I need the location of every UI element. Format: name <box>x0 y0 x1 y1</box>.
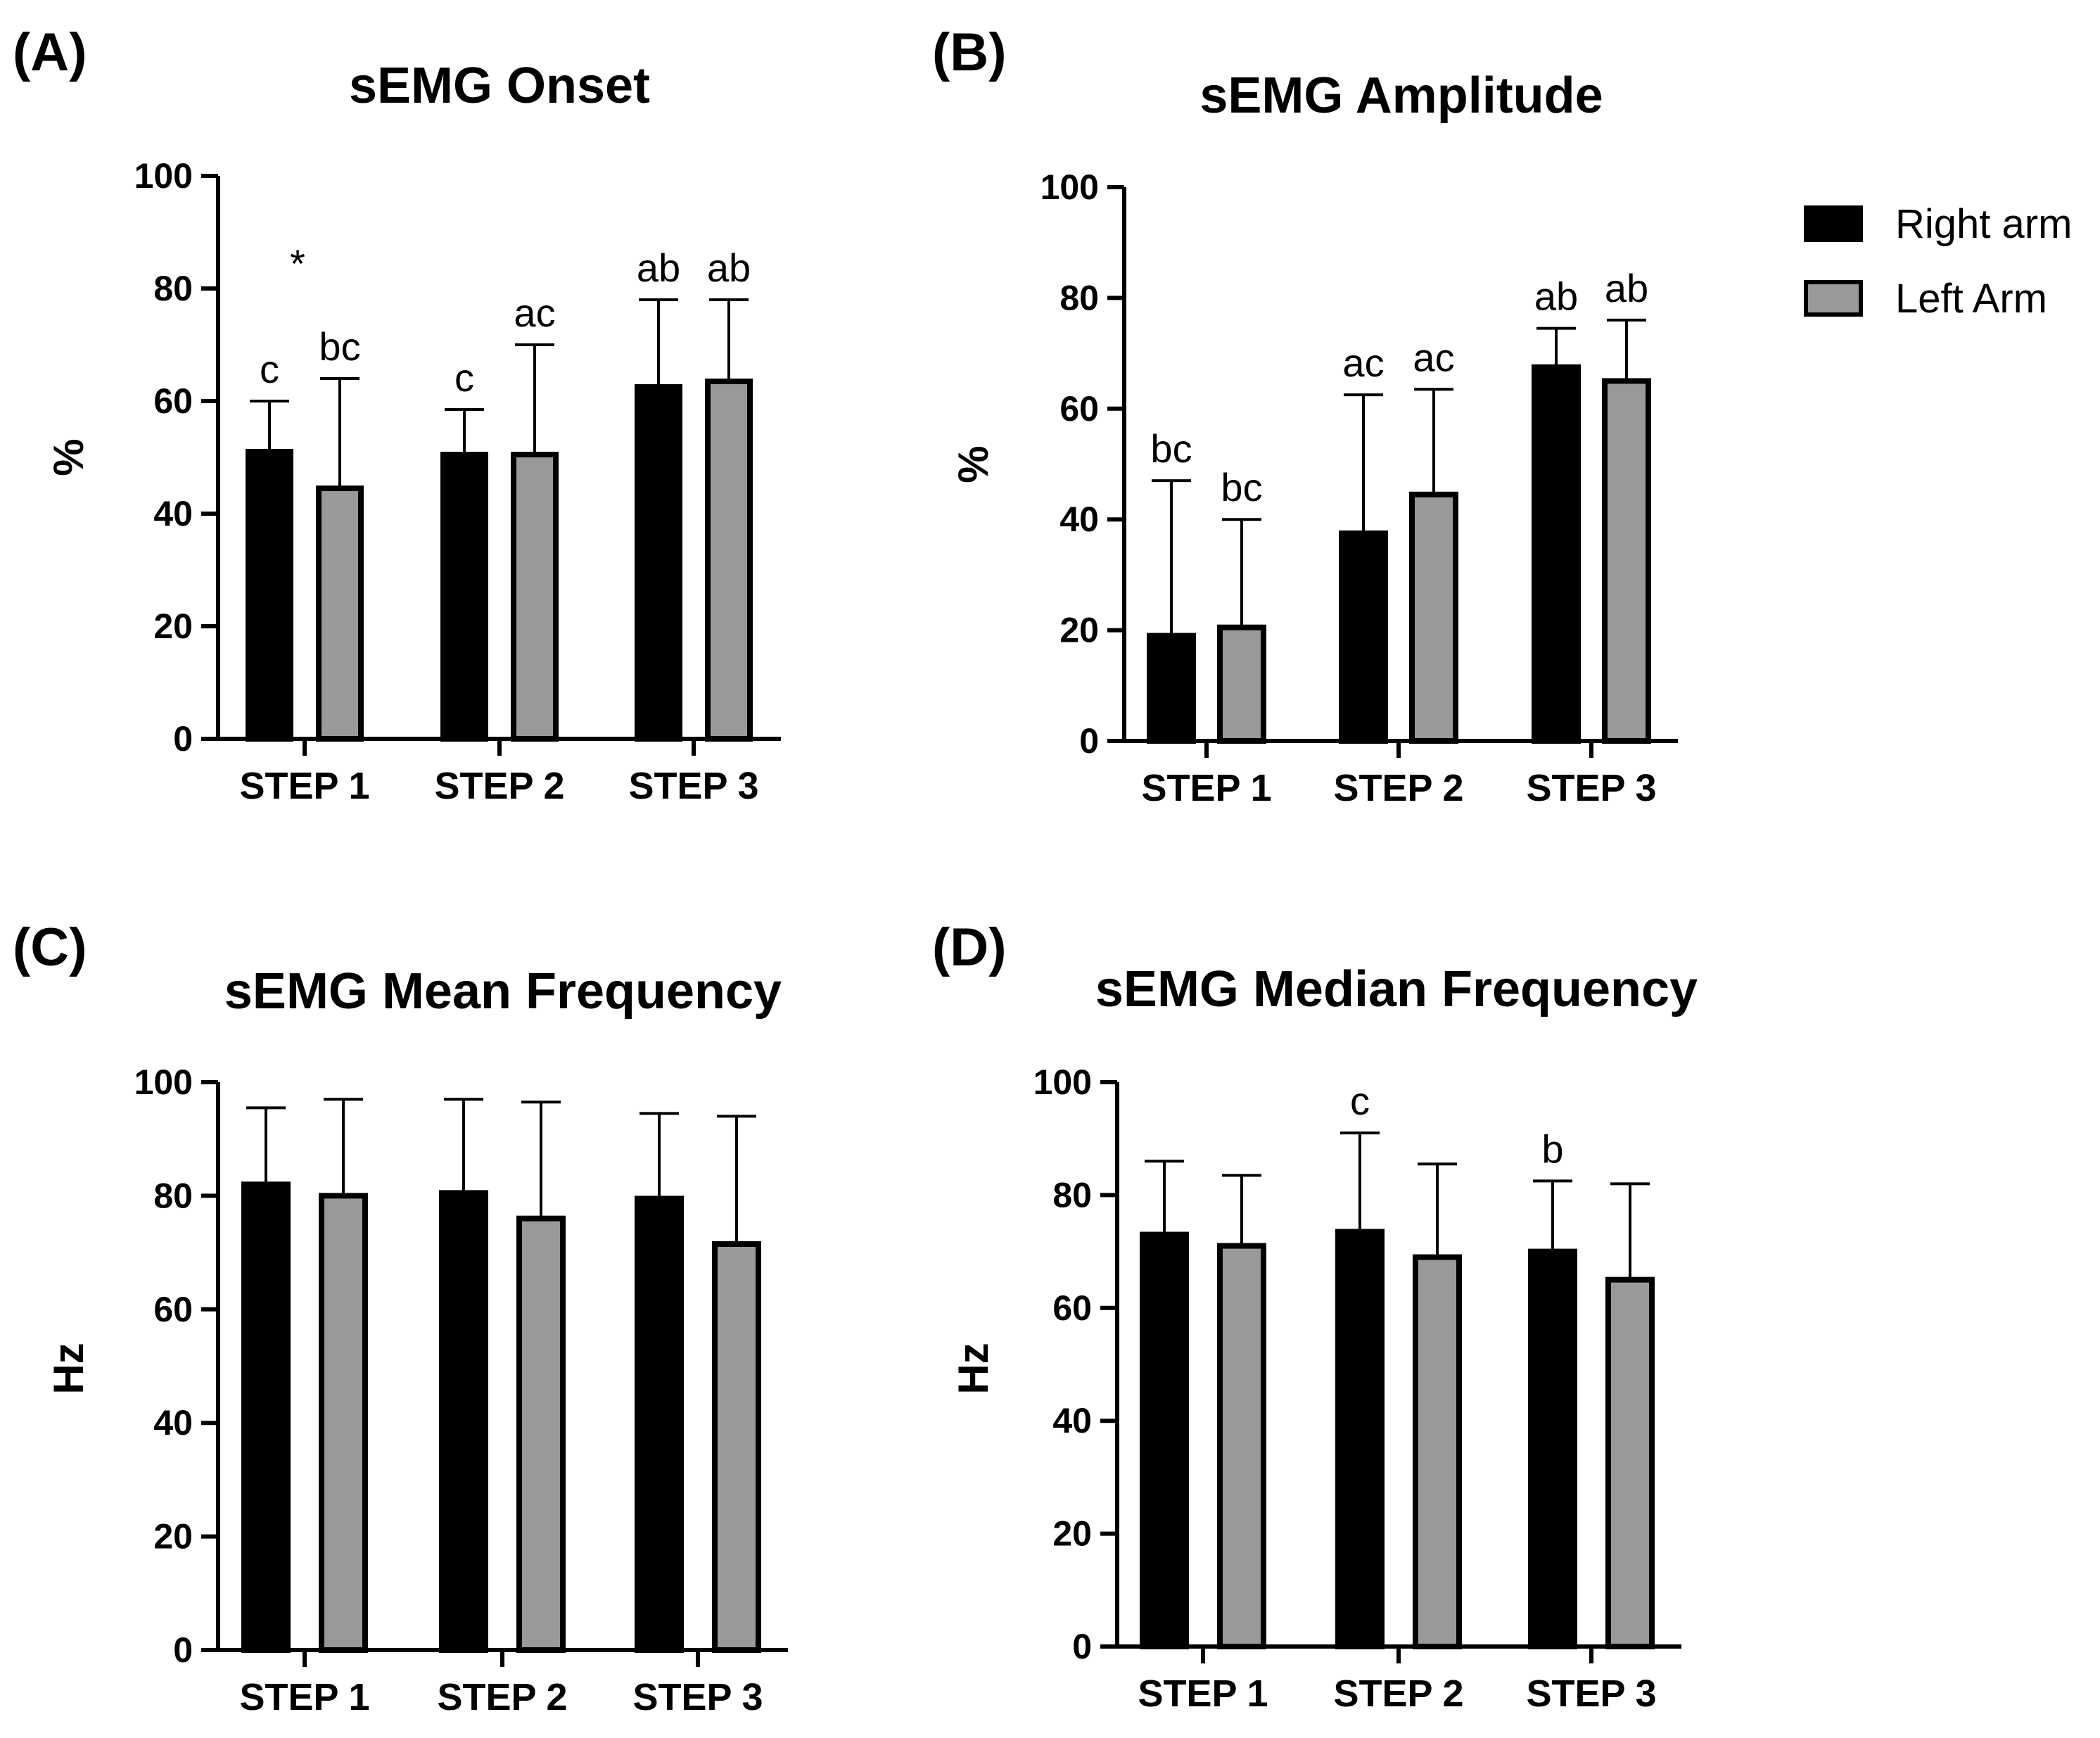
panel-tag: (A) <box>13 23 87 82</box>
y-tick-label: 20 <box>153 607 193 646</box>
bar-left-arm <box>511 452 559 742</box>
bar-right-arm <box>1339 530 1388 744</box>
y-axis-label: Hz <box>45 1343 92 1394</box>
significance-label: c <box>454 355 474 400</box>
y-tick-label: 60 <box>153 1290 193 1329</box>
bar-left-arm <box>1413 1254 1462 1649</box>
y-tick-label: 100 <box>134 1063 193 1102</box>
y-tick-label: 20 <box>153 1517 193 1556</box>
y-tick-label: 60 <box>1059 389 1099 429</box>
chart-panel: (D) sEMG Median Frequency Hz c b 0 20 40 60 80 100… <box>932 918 1698 1715</box>
chart-title: sEMG Onset <box>349 58 650 114</box>
y-tick-label: 100 <box>134 156 193 196</box>
significance-label: ac <box>514 291 555 335</box>
significance-label: bc <box>319 324 360 369</box>
significance-label: ab <box>637 246 680 290</box>
significance-label: ac <box>1413 335 1454 379</box>
bar-left-arm <box>516 1215 566 1654</box>
y-axis-label: Hz <box>950 1343 997 1394</box>
bar-right-arm <box>1528 1248 1577 1649</box>
bar-left-arm <box>705 379 753 742</box>
x-tick-label: STEP 1 <box>239 1676 369 1718</box>
bar-left-arm <box>712 1241 761 1653</box>
y-tick-label: 40 <box>1059 500 1099 539</box>
x-tick-label: STEP 1 <box>1141 767 1271 809</box>
bar-right-arm <box>1335 1229 1385 1649</box>
y-tick-label: 20 <box>1059 611 1099 650</box>
bar-left-arm <box>1217 624 1266 744</box>
x-tick-label: STEP 2 <box>437 1676 567 1718</box>
significance-label: b <box>1541 1127 1563 1171</box>
significance-label: ab <box>1605 266 1648 310</box>
y-tick-label: 40 <box>1052 1401 1092 1440</box>
significance-label: ab <box>707 246 751 290</box>
bar-left-arm <box>1605 1276 1655 1649</box>
chart-title: sEMG Amplitude <box>1199 68 1603 124</box>
bar-left-arm <box>1602 378 1651 744</box>
legend-label-right-arm: Right arm <box>1895 201 2072 247</box>
bar-right-arm <box>1147 633 1196 744</box>
y-tick-label: 20 <box>1052 1514 1092 1554</box>
x-tick-label: STEP 2 <box>1333 1673 1463 1715</box>
bar-right-arm <box>1532 364 1581 744</box>
significance-label: c <box>260 347 279 391</box>
bar-left-arm <box>319 1193 368 1653</box>
chart-panel: (B) sEMG Amplitude% bc ac ab bc ac ab 0 20 40 60 80 1… <box>932 23 1678 809</box>
chart-panel: (C) sEMG Mean Frequency Hz 0 20 40 60 80 100 STEP… <box>13 918 788 1718</box>
x-tick-label: STEP 3 <box>632 1676 763 1718</box>
y-tick-label: 80 <box>1059 278 1099 317</box>
y-tick-label: 0 <box>173 1630 193 1670</box>
legend: Right arm Left Arm <box>1804 201 2072 322</box>
y-tick-label: 40 <box>153 494 193 533</box>
panel-tag: (B) <box>932 23 1007 82</box>
significance-label: c <box>1350 1079 1370 1123</box>
y-tick-label: 60 <box>1052 1288 1092 1328</box>
bar-left-arm <box>316 486 364 742</box>
significance-label: ac <box>1342 341 1384 385</box>
asterisk-annotation: * <box>290 241 305 286</box>
bar-right-arm <box>635 1195 684 1654</box>
y-tick-label: 80 <box>153 1176 193 1215</box>
chart-title: sEMG Median Frequency <box>1095 961 1698 1017</box>
y-tick-label: 60 <box>153 381 193 421</box>
panel-tag: (D) <box>932 918 1007 977</box>
x-tick-label: STEP 2 <box>434 765 564 807</box>
x-tick-label: STEP 3 <box>1526 767 1656 809</box>
panel-tag: (C) <box>13 918 87 977</box>
legend-label-left-arm: Left Arm <box>1895 276 2047 322</box>
y-tick-label: 100 <box>1041 167 1099 207</box>
y-axis-label: % <box>950 445 997 483</box>
x-tick-label: STEP 1 <box>1138 1673 1268 1715</box>
y-tick-label: 0 <box>1079 721 1099 761</box>
x-tick-label: STEP 3 <box>628 765 758 807</box>
legend-swatch-right-arm <box>1804 205 1863 242</box>
y-tick-label: 40 <box>153 1403 193 1442</box>
x-tick-label: STEP 2 <box>1333 767 1463 809</box>
bar-right-arm <box>1140 1231 1189 1650</box>
bar-left-arm <box>1409 491 1458 744</box>
y-tick-label: 80 <box>1052 1175 1092 1214</box>
y-tick-label: 0 <box>173 719 193 759</box>
x-tick-label: STEP 1 <box>239 765 369 807</box>
y-tick-label: 0 <box>1072 1627 1092 1666</box>
significance-label: ab <box>1534 274 1578 319</box>
significance-label: bc <box>1150 426 1192 471</box>
bar-right-arm <box>635 384 682 742</box>
y-axis-label: % <box>45 438 92 476</box>
chart-title: sEMG Mean Frequency <box>224 963 782 1020</box>
chart-panel: (A) sEMG Onset% c c ab bc ac ab * 0 20 40 60 80 100 STE… <box>13 23 781 807</box>
bar-right-arm <box>440 452 488 742</box>
bar-right-arm <box>439 1190 488 1653</box>
legend-swatch-left-arm <box>1804 280 1863 317</box>
bar-right-arm <box>246 449 293 742</box>
y-tick-label: 100 <box>1033 1063 1092 1102</box>
x-tick-label: STEP 3 <box>1526 1673 1656 1715</box>
bar-left-arm <box>1217 1243 1266 1649</box>
significance-label: bc <box>1221 465 1262 509</box>
bar-right-arm <box>241 1181 291 1653</box>
y-tick-label: 80 <box>153 269 193 308</box>
